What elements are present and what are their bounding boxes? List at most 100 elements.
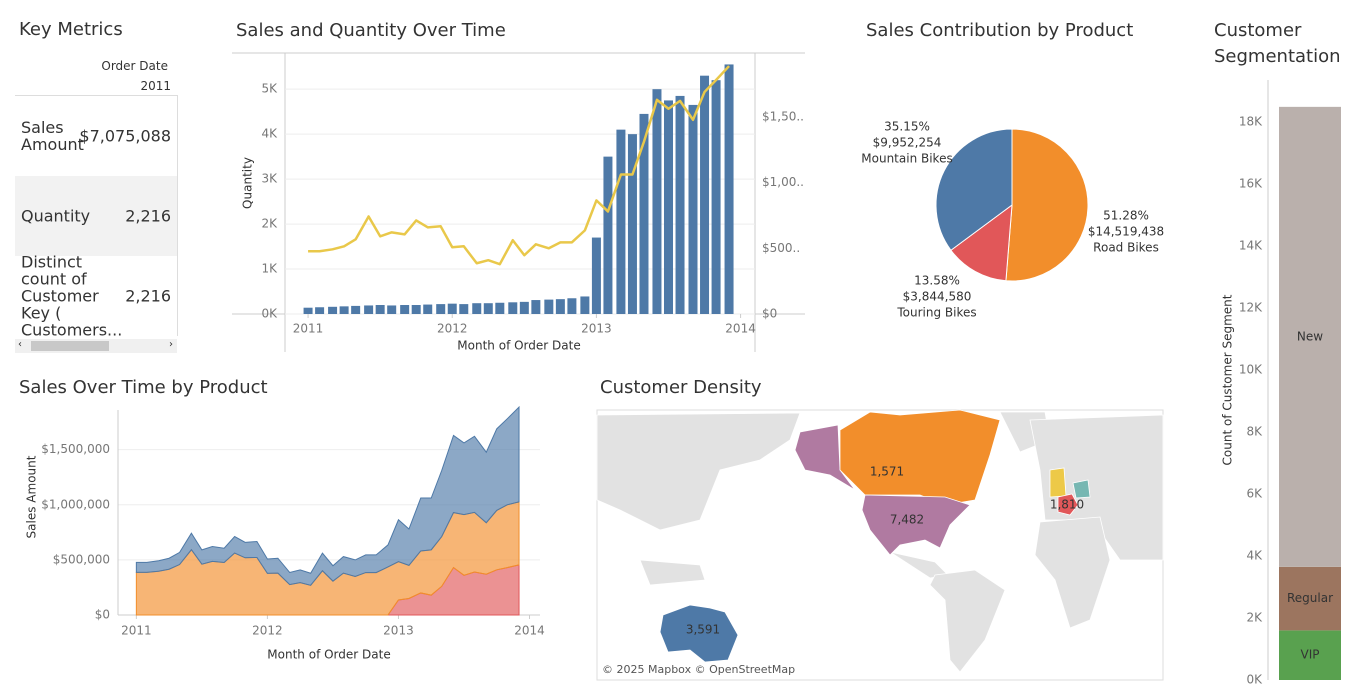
value-label: $3,844,580 <box>903 290 972 304</box>
land <box>1029 414 1164 561</box>
region-label: 1,810 <box>1050 498 1084 512</box>
scroll-thumb[interactable] <box>31 341 109 351</box>
chart-title: Sales Over Time by Product <box>19 377 268 398</box>
y-tick-label: $1,500,000 <box>41 442 110 456</box>
segment-label: VIP <box>1301 648 1320 662</box>
bar <box>436 304 446 314</box>
bar <box>663 100 673 314</box>
y-tick-label: 0K <box>261 307 278 321</box>
bar <box>688 104 698 314</box>
metric-row: Distinct count of Customer Key ( Custome… <box>15 254 177 339</box>
key-metrics-title: Key Metrics <box>19 19 123 40</box>
bar <box>303 307 313 314</box>
y-tick-label: 5K <box>261 82 278 96</box>
y-tick-label: 6K <box>1246 486 1263 500</box>
chart-title: Sales Contribution by Product <box>866 20 1133 41</box>
y-tick-label: $1,00.. <box>762 175 804 189</box>
metric-row: Sales Amount $7,075,088 <box>15 96 177 176</box>
land <box>596 411 1164 673</box>
map-region <box>839 409 1001 506</box>
value-label: $9,952,254 <box>873 136 942 150</box>
bar <box>328 306 338 314</box>
scroll-left[interactable]: ‹ <box>18 339 22 350</box>
column-header: Order Date <box>101 59 168 73</box>
metric-row: Quantity 2,216 <box>15 176 177 256</box>
y-tick-label: 2K <box>261 217 278 231</box>
bar <box>364 305 374 314</box>
bar <box>339 306 349 314</box>
area <box>135 405 520 586</box>
bar-segment <box>1279 566 1341 631</box>
bar <box>675 95 685 315</box>
chart-title: Customer Segmentation <box>1214 20 1341 67</box>
share-label: 35.15% <box>884 120 930 134</box>
bar <box>423 304 433 314</box>
y-tick-label: 4K <box>1246 548 1263 562</box>
bar <box>724 64 734 314</box>
pie-slice <box>935 128 1013 251</box>
bar <box>375 305 385 314</box>
bar <box>652 89 662 314</box>
map-region <box>659 604 739 663</box>
x-tick-label: 2011 <box>121 624 152 638</box>
germany <box>1072 479 1091 499</box>
x-tick-label: 2014 <box>725 322 756 336</box>
region-label: 3,591 <box>686 623 720 637</box>
y-tick-label: 18K <box>1239 114 1263 128</box>
bar-segment <box>1279 630 1341 680</box>
bar <box>483 303 493 314</box>
scrollbar[interactable]: ‹ › <box>15 339 177 353</box>
category-label: Touring Bikes <box>896 306 976 320</box>
x-tick-label: 2012 <box>252 624 283 638</box>
metric-label: Sales Amount <box>21 118 84 154</box>
y-tick-label: $1,000,000 <box>41 497 110 511</box>
category-label: Road Bikes <box>1093 241 1159 255</box>
share-label: 51.28% <box>1103 209 1149 223</box>
line <box>308 65 730 266</box>
region-label: 1,571 <box>870 465 904 479</box>
y-tick-label: $0 <box>95 608 110 622</box>
metric-value: 2,216 <box>125 206 171 226</box>
bar <box>616 129 626 314</box>
y-tick-label: $500.. <box>762 241 800 255</box>
scroll-right[interactable]: › <box>169 339 173 350</box>
bar <box>472 303 482 314</box>
bar <box>700 75 710 315</box>
bar <box>519 301 529 314</box>
column-value: 2011 <box>140 79 171 93</box>
y-tick-label: 3K <box>261 172 278 186</box>
bar <box>591 237 601 314</box>
x-tick-label: 2013 <box>581 322 612 336</box>
bar <box>387 305 397 314</box>
uk <box>1049 467 1067 498</box>
bar <box>544 299 554 314</box>
y-tick-label: 8K <box>1246 424 1263 438</box>
map-region <box>1057 493 1079 516</box>
land <box>929 569 1006 673</box>
bar <box>447 303 457 314</box>
y-tick-label: 14K <box>1239 238 1263 252</box>
y-tick-label: 10K <box>1239 362 1263 376</box>
land <box>639 559 706 586</box>
y-tick-label: $1,50.. <box>762 109 804 123</box>
metrics-table <box>15 95 178 336</box>
share-label: 13.58% <box>914 274 960 288</box>
bar <box>603 156 613 314</box>
bar <box>508 302 518 314</box>
pie-slice <box>1005 128 1089 282</box>
bar <box>351 305 361 314</box>
x-tick-label: 2014 <box>514 624 545 638</box>
x-axis-title: Month of Order Date <box>457 339 580 353</box>
y-axis-title: Quantity <box>241 157 255 209</box>
chart-title: Customer Density <box>600 377 762 398</box>
pie-slice <box>950 203 1013 282</box>
bar <box>400 305 410 314</box>
bar <box>627 134 637 314</box>
map: 1,571 7,482 1,810 3,591 © 2025 Mapbox © Open… <box>596 409 1164 681</box>
alaska <box>794 424 856 491</box>
bar <box>531 300 541 314</box>
chart-title: Sales and Quantity Over Time <box>236 20 506 41</box>
bar <box>567 298 577 314</box>
